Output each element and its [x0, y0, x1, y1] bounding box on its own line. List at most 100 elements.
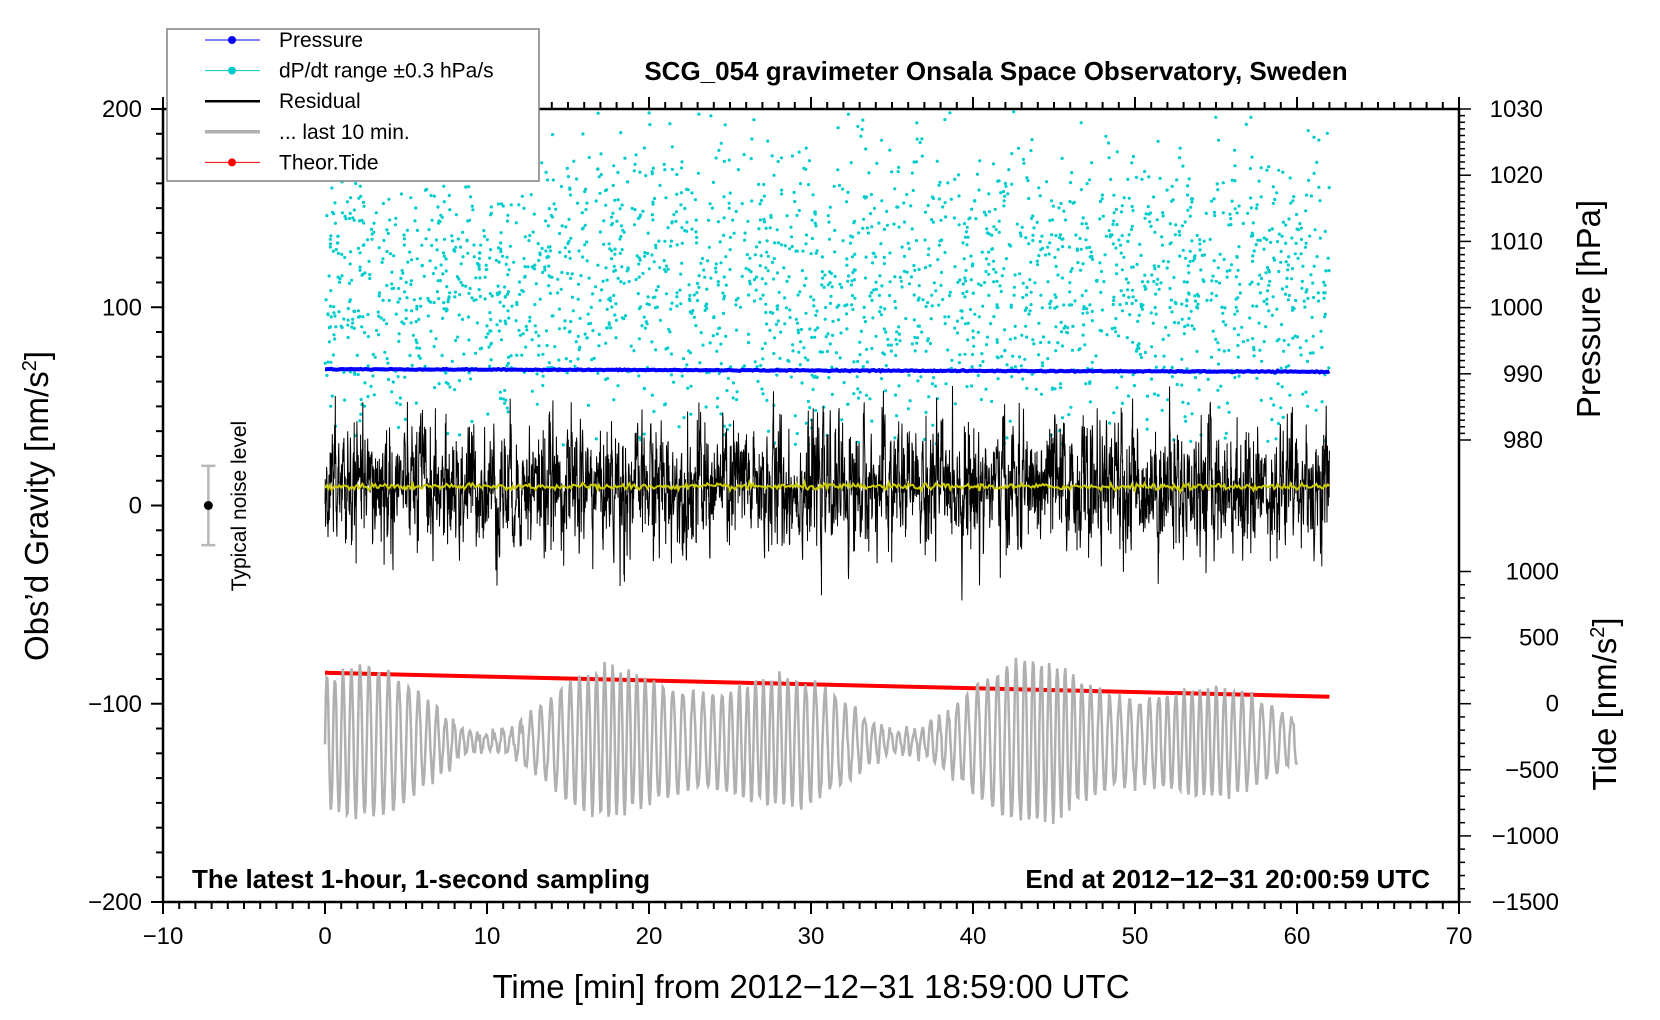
- dpdt-point: [477, 256, 481, 261]
- dpdt-point: [823, 317, 827, 321]
- dpdt-point: [966, 235, 970, 239]
- dpdt-point: [728, 248, 732, 252]
- dpdt-point: [752, 118, 756, 122]
- dpdt-point: [698, 361, 702, 365]
- dpdt-point: [761, 357, 765, 361]
- dpdt-point: [1160, 408, 1164, 412]
- dpdt-point: [490, 294, 494, 298]
- dpdt-point: [587, 322, 591, 326]
- dpdt-point: [870, 419, 874, 423]
- dpdt-point: [782, 266, 786, 270]
- dpdt-point: [1259, 276, 1264, 281]
- dpdt-point: [930, 218, 934, 222]
- dpdt-point: [1084, 222, 1088, 226]
- dpdt-point: [810, 236, 815, 241]
- dpdt-point: [429, 329, 433, 333]
- dpdt-point: [846, 402, 850, 406]
- dpdt-point: [933, 384, 938, 388]
- dpdt-point: [1323, 315, 1327, 319]
- dpdt-point: [1220, 305, 1224, 309]
- dpdt-point: [788, 308, 792, 312]
- dpdt-point: [663, 168, 667, 172]
- dpdt-point: [1323, 291, 1327, 295]
- dpdt-point: [1251, 304, 1255, 308]
- dpdt-point: [809, 295, 813, 299]
- dpdt-point: [437, 219, 441, 223]
- dpdt-point: [1038, 240, 1042, 244]
- dpdt-point: [536, 242, 540, 246]
- dpdt-point: [976, 373, 980, 378]
- dpdt-point: [694, 324, 698, 328]
- dpdt-point: [1041, 335, 1045, 339]
- dpdt-point: [1068, 181, 1073, 185]
- dpdt-point: [943, 250, 947, 255]
- dpdt-point: [380, 260, 384, 264]
- dpdt-point: [861, 365, 865, 369]
- dpdt-point: [905, 192, 909, 197]
- dpdt-point: [1152, 195, 1156, 199]
- dpdt-point: [615, 219, 619, 223]
- dpdt-point: [889, 349, 893, 353]
- dpdt-point: [826, 214, 830, 218]
- dpdt-point: [912, 318, 916, 322]
- dpdt-point: [475, 321, 479, 325]
- dpdt-point: [1246, 338, 1250, 342]
- dpdt-point: [1143, 287, 1147, 291]
- dpdt-point: [1304, 390, 1308, 394]
- dpdt-point: [731, 396, 735, 400]
- dpdt-point: [551, 314, 555, 318]
- dpdt-point: [1140, 177, 1144, 181]
- dpdt-point: [357, 219, 362, 223]
- dpdt-point: [807, 183, 811, 187]
- dpdt-point: [995, 340, 999, 344]
- dpdt-point: [1232, 327, 1236, 331]
- dpdt-point: [853, 252, 857, 256]
- dpdt-point: [1126, 239, 1130, 243]
- dpdt-point: [827, 237, 832, 241]
- dpdt-point: [865, 347, 869, 351]
- dpdt-point: [453, 388, 457, 392]
- dpdt-point: [523, 265, 527, 269]
- dpdt-point: [1327, 366, 1331, 370]
- dpdt-point: [1223, 436, 1227, 440]
- dpdt-point: [404, 316, 408, 321]
- dpdt-point: [1161, 211, 1165, 215]
- dpdt-point: [613, 252, 617, 256]
- dpdt-point: [992, 280, 996, 284]
- dpdt-point: [560, 270, 564, 275]
- dpdt-point: [1264, 271, 1268, 275]
- dpdt-point: [699, 261, 703, 265]
- dpdt-point: [827, 376, 831, 380]
- dpdt-point: [641, 271, 645, 275]
- dpdt-point: [1085, 246, 1089, 250]
- dpdt-point: [864, 393, 869, 397]
- dpdt-point: [1160, 235, 1164, 239]
- dpdt-point: [1147, 212, 1151, 216]
- dpdt-point: [488, 329, 492, 333]
- dpdt-point: [804, 311, 808, 315]
- dpdt-point: [1119, 289, 1123, 293]
- dpdt-point: [558, 250, 562, 254]
- dpdt-point: [705, 287, 709, 291]
- dpdt-point: [1285, 285, 1289, 289]
- dpdt-point: [795, 431, 799, 436]
- dpdt-point: [474, 276, 478, 280]
- dpdt-point: [731, 381, 736, 385]
- dpdt-point: [1269, 240, 1273, 244]
- dpdt-point: [546, 245, 551, 249]
- dpdt-point: [985, 227, 989, 231]
- dpdt-point: [714, 266, 718, 270]
- dpdt-point: [662, 162, 666, 166]
- dpdt-point: [1062, 303, 1066, 307]
- dpdt-point: [583, 190, 587, 194]
- dpdt-point: [1216, 266, 1220, 270]
- dpdt-point: [1306, 129, 1310, 133]
- dpdt-point: [386, 231, 390, 236]
- dpdt-point: [981, 360, 985, 364]
- dpdt-point: [715, 405, 720, 409]
- dpdt-point: [440, 215, 444, 219]
- dpdt-point: [943, 315, 947, 319]
- dpdt-point: [1262, 247, 1266, 251]
- dpdt-point: [962, 257, 966, 261]
- dpdt-point: [830, 285, 834, 289]
